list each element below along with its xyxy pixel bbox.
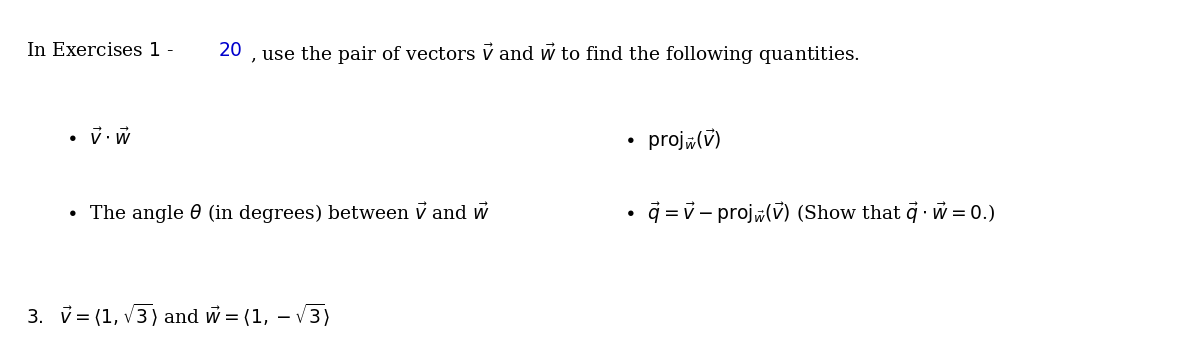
Text: , use the pair of vectors $\vec{v}$ and $\vec{w}$ to find the following quantiti: , use the pair of vectors $\vec{v}$ and … [250, 42, 860, 67]
Text: $\bullet$  The angle $\theta$ (in degrees) between $\vec{v}$ and $\vec{w}$: $\bullet$ The angle $\theta$ (in degrees… [66, 201, 490, 226]
Text: $\bullet$  $\mathrm{proj}_{\vec{w}}(\vec{v})$: $\bullet$ $\mathrm{proj}_{\vec{w}}(\vec{… [624, 128, 721, 153]
Text: $3.$  $\vec{v} = \langle 1, \sqrt{3} \rangle$ and $\vec{w} = \langle 1, -\sqrt{3: $3.$ $\vec{v} = \langle 1, \sqrt{3} \ran… [26, 301, 330, 328]
Text: $\bullet$  $\vec{v} \cdot \vec{w}$: $\bullet$ $\vec{v} \cdot \vec{w}$ [66, 128, 131, 149]
Text: $20$: $20$ [218, 42, 242, 60]
Text: $\bullet$  $\vec{q} = \vec{v} - \mathrm{proj}_{\vec{w}}(\vec{v})$ (Show that $\v: $\bullet$ $\vec{q} = \vec{v} - \mathrm{p… [624, 201, 995, 226]
Text: In Exercises $1$ -: In Exercises $1$ - [26, 42, 175, 60]
